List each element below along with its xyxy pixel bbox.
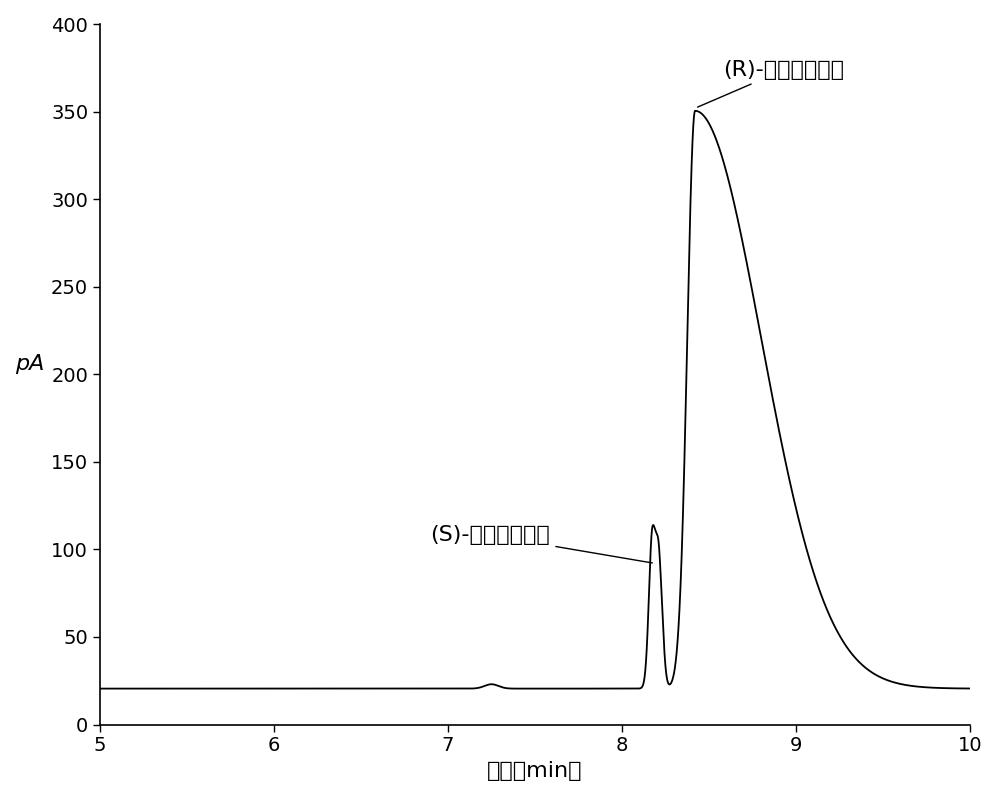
- Y-axis label: pA: pA: [16, 354, 45, 374]
- X-axis label: 时间（min）: 时间（min）: [487, 761, 583, 781]
- Text: (R)-异丁基丁二腻: (R)-异丁基丁二腻: [698, 60, 844, 107]
- Text: (S)-异丁基丁二腻: (S)-异丁基丁二腻: [431, 526, 652, 563]
